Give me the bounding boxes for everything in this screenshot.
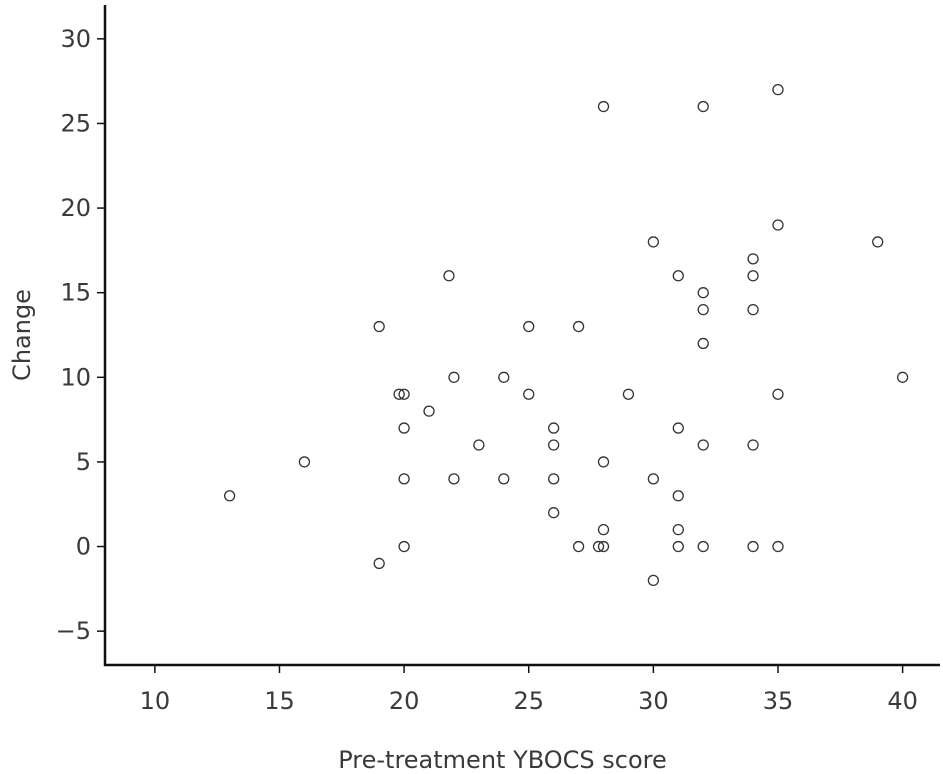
y-tick-label: 20 <box>60 194 91 222</box>
data-point <box>747 253 759 265</box>
x-tick-label: 20 <box>389 687 420 715</box>
x-tick-label: 15 <box>264 687 295 715</box>
data-point <box>697 540 709 553</box>
data-point <box>548 473 560 485</box>
plot-axes <box>103 5 940 667</box>
data-point <box>597 523 610 536</box>
data-point <box>398 540 410 553</box>
data-point <box>448 371 460 383</box>
data-points <box>223 83 909 587</box>
data-point <box>443 270 455 282</box>
x-axis-title: Pre-treatment YBOCS score <box>338 746 667 774</box>
data-point <box>697 303 709 316</box>
data-point <box>647 236 660 248</box>
data-point <box>398 422 410 434</box>
data-point <box>473 439 485 451</box>
data-point <box>423 405 435 417</box>
data-point <box>747 270 759 282</box>
data-point <box>697 439 709 451</box>
data-point <box>498 371 510 383</box>
data-point <box>298 456 311 468</box>
y-tick-label: 25 <box>60 109 91 137</box>
data-point <box>398 473 410 485</box>
data-point <box>523 320 535 333</box>
data-point <box>697 100 709 113</box>
x-axis-ticks: 10 15 20 25 30 35 40 <box>140 665 918 715</box>
y-tick-label: −5 <box>56 617 91 645</box>
data-point <box>448 473 460 485</box>
data-point <box>772 388 784 400</box>
data-point <box>592 540 605 553</box>
data-point <box>772 540 784 553</box>
data-point <box>572 540 585 553</box>
data-point <box>647 574 660 587</box>
data-point <box>548 507 560 519</box>
data-point <box>523 388 535 400</box>
data-point <box>548 422 560 434</box>
data-point <box>672 490 684 502</box>
y-tick-label: 15 <box>60 279 91 307</box>
data-point <box>672 422 684 434</box>
x-tick-label: 10 <box>140 687 171 715</box>
data-point <box>872 236 884 248</box>
data-point <box>747 303 759 316</box>
y-tick-label: 5 <box>76 448 91 476</box>
data-point <box>896 371 909 383</box>
data-point <box>597 540 610 553</box>
data-point <box>572 320 585 333</box>
data-point <box>747 540 759 553</box>
data-point <box>498 473 510 485</box>
x-tick-label: 30 <box>638 687 669 715</box>
data-point <box>373 557 385 570</box>
data-point <box>548 439 560 451</box>
data-point <box>597 456 610 468</box>
x-tick-label: 35 <box>763 687 794 715</box>
data-point <box>772 83 784 96</box>
data-point <box>697 287 709 299</box>
data-point <box>647 473 660 485</box>
data-point <box>373 320 385 333</box>
y-tick-label: 10 <box>60 363 91 391</box>
data-point <box>772 219 784 231</box>
data-point <box>697 337 709 350</box>
data-point <box>223 490 236 502</box>
data-point <box>747 439 759 451</box>
y-tick-label: 30 <box>60 25 91 53</box>
data-point <box>672 523 684 536</box>
data-point <box>393 388 405 400</box>
data-point <box>672 540 684 553</box>
data-point <box>622 388 635 400</box>
data-point <box>597 100 610 113</box>
y-tick-label: 0 <box>76 533 91 561</box>
y-axis-title: Change <box>8 289 36 381</box>
x-tick-label: 25 <box>513 687 544 715</box>
y-axis-ticks: −5 0 5 10 15 20 25 30 <box>56 25 105 645</box>
x-tick-label: 40 <box>887 687 918 715</box>
data-point <box>672 270 684 282</box>
data-point <box>398 388 410 400</box>
